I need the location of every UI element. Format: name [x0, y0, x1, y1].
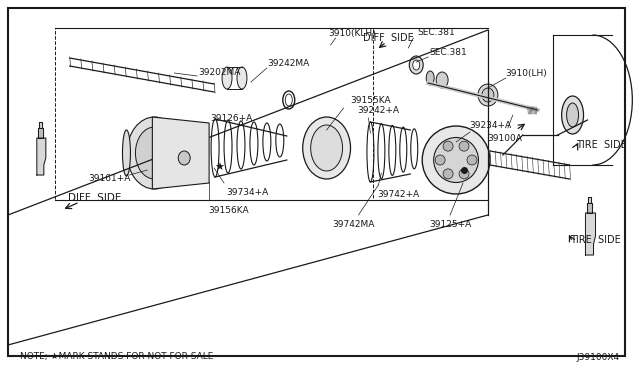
Ellipse shape: [413, 60, 420, 70]
Polygon shape: [586, 203, 593, 213]
Ellipse shape: [122, 130, 131, 176]
Ellipse shape: [459, 141, 469, 151]
Ellipse shape: [303, 117, 351, 179]
Text: DIFF  SIDE: DIFF SIDE: [68, 193, 121, 203]
Ellipse shape: [222, 67, 232, 89]
Text: 39156KA: 39156KA: [209, 205, 250, 215]
Ellipse shape: [127, 117, 182, 189]
Ellipse shape: [310, 125, 342, 171]
Text: TIRE  SIDE: TIRE SIDE: [575, 140, 627, 150]
Polygon shape: [152, 117, 209, 189]
Ellipse shape: [443, 169, 453, 179]
Text: SEC.381: SEC.381: [429, 48, 467, 57]
Text: 39155KA: 39155KA: [350, 96, 391, 105]
Text: TIRE  SIDE: TIRE SIDE: [570, 235, 620, 245]
Ellipse shape: [285, 94, 292, 106]
Ellipse shape: [179, 151, 190, 165]
Text: 39125+A: 39125+A: [429, 219, 471, 228]
Text: 3910(KLH): 3910(KLH): [329, 29, 376, 38]
Ellipse shape: [443, 141, 453, 151]
Text: SEC.381: SEC.381: [417, 28, 455, 36]
Ellipse shape: [566, 103, 579, 127]
Text: J39100X4: J39100X4: [576, 353, 620, 362]
Polygon shape: [586, 213, 595, 255]
Text: 39242MA: 39242MA: [268, 58, 310, 67]
Ellipse shape: [426, 71, 434, 85]
Ellipse shape: [478, 84, 498, 106]
Ellipse shape: [562, 96, 584, 134]
Polygon shape: [39, 122, 42, 128]
Text: 39234+A: 39234+A: [469, 121, 511, 129]
Text: 39100A: 39100A: [488, 134, 522, 142]
Text: 39126+A: 39126+A: [210, 113, 252, 122]
Text: 39734+A: 39734+A: [226, 187, 268, 196]
Text: 39161+A: 39161+A: [88, 173, 131, 183]
Text: 39202MA: 39202MA: [198, 67, 240, 77]
Text: 39242+A: 39242+A: [357, 106, 399, 115]
Ellipse shape: [482, 88, 494, 102]
Text: 3910(LH): 3910(LH): [505, 68, 547, 77]
Ellipse shape: [237, 67, 247, 89]
Ellipse shape: [409, 56, 423, 74]
Ellipse shape: [459, 169, 469, 179]
Text: NOTE; ★MARK STANDS FOR NOT FOR SALE: NOTE; ★MARK STANDS FOR NOT FOR SALE: [20, 352, 213, 360]
Text: 39742MA: 39742MA: [332, 219, 374, 228]
Ellipse shape: [422, 126, 490, 194]
Text: ★: ★: [214, 163, 224, 173]
Polygon shape: [37, 138, 46, 175]
Ellipse shape: [435, 155, 445, 165]
Ellipse shape: [436, 72, 448, 88]
Ellipse shape: [136, 127, 173, 179]
Ellipse shape: [434, 138, 479, 183]
Text: 39742+A: 39742+A: [377, 189, 419, 199]
Polygon shape: [588, 197, 591, 203]
Polygon shape: [38, 128, 43, 138]
Ellipse shape: [467, 155, 477, 165]
Text: DIFF  SIDE: DIFF SIDE: [363, 33, 413, 43]
